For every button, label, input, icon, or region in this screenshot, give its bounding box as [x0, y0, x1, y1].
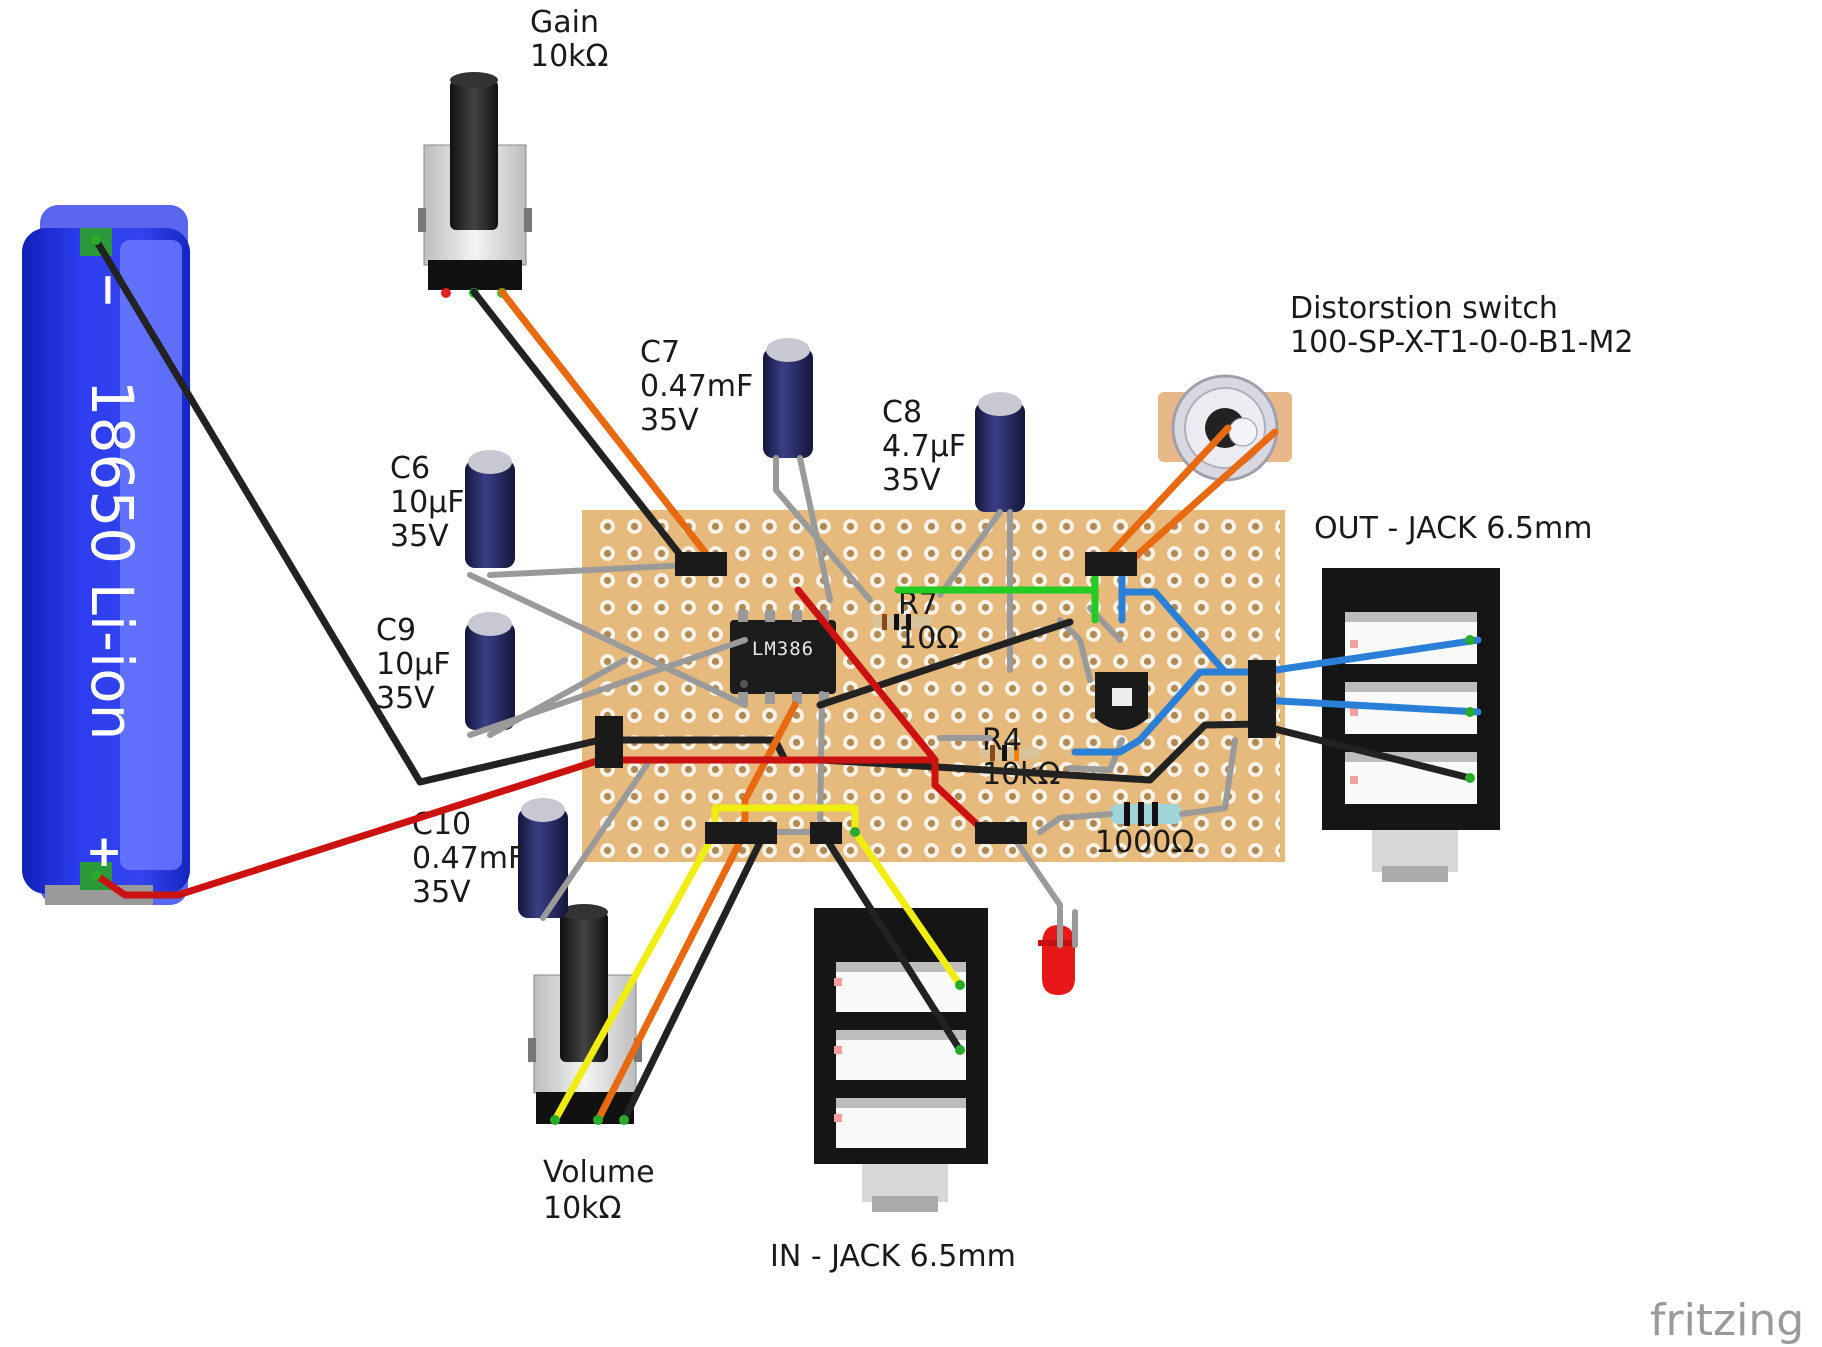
- resistor-r4: [980, 745, 1040, 761]
- resistor-1000-ohm: [1110, 802, 1182, 826]
- volume-pot-value: 10kΩ: [543, 1191, 621, 1226]
- c8-name: C8: [882, 395, 922, 430]
- c10-value: 0.47mF: [412, 841, 525, 876]
- switch-part: 100-SP-X-T1-0-0-B1-M2: [1290, 325, 1633, 360]
- r-led-value: 1000Ω: [1095, 825, 1194, 860]
- resistor-r7: [872, 614, 932, 630]
- capacitor-c7: [763, 338, 813, 458]
- fritzing-logo: fritzing: [1650, 1295, 1804, 1346]
- out-jack-label: OUT - JACK 6.5mm: [1314, 511, 1592, 546]
- capacitor-c6: [465, 450, 515, 568]
- c7-voltage: 35V: [640, 403, 699, 438]
- lm386-ic: LM386: [730, 610, 836, 704]
- gain-pot-value: 10kΩ: [530, 39, 608, 74]
- gain-potentiometer: [418, 72, 532, 298]
- c9-value: 10µF: [376, 647, 451, 682]
- capacitor-c8: [975, 392, 1025, 512]
- r7-value: 10Ω: [898, 621, 959, 656]
- c9-voltage: 35V: [376, 681, 435, 716]
- battery-18650: − + 18650 Li-ion: [22, 205, 190, 905]
- in-jack-label: IN - JACK 6.5mm: [770, 1239, 1016, 1274]
- out-jack: [1322, 568, 1500, 882]
- c10-voltage: 35V: [412, 875, 471, 910]
- c7-name: C7: [640, 335, 680, 370]
- c6-name: C6: [390, 451, 430, 486]
- c7-value: 0.47mF: [640, 369, 753, 404]
- battery-plus-sign: +: [86, 826, 123, 877]
- capacitor-c10: [518, 798, 568, 918]
- battery-label: 18650 Li-ion: [78, 380, 146, 741]
- volume-pot-name: Volume: [543, 1155, 655, 1190]
- c8-value: 4.7µF: [882, 429, 966, 464]
- c8-voltage: 35V: [882, 463, 941, 498]
- volume-potentiometer: [528, 904, 642, 1124]
- capacitor-c9: [465, 612, 515, 730]
- ic-label: LM386: [752, 638, 814, 660]
- transistor: [1095, 672, 1148, 730]
- c6-value: 10µF: [390, 485, 465, 520]
- c9-name: C9: [376, 613, 416, 648]
- gain-pot-name: Gain: [530, 5, 599, 40]
- pin-headers: [595, 552, 1276, 844]
- c6-voltage: 35V: [390, 519, 449, 554]
- switch-name: Distorstion switch: [1290, 291, 1558, 326]
